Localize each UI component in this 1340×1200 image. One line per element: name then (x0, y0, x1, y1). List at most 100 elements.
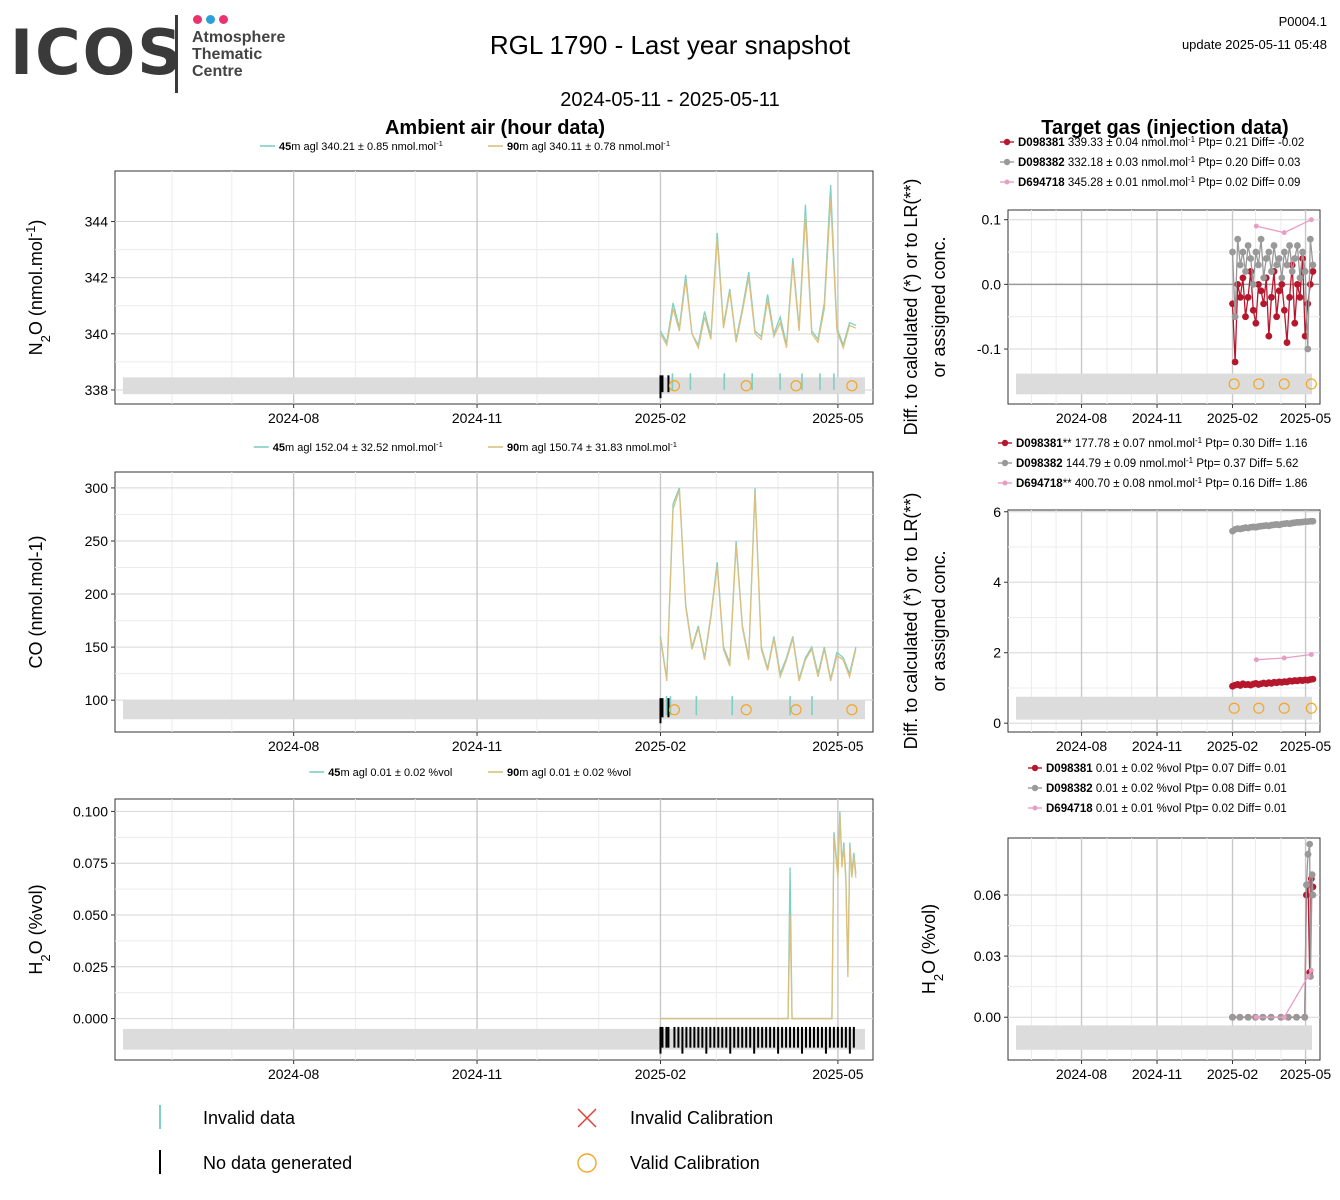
co-ambient-flag-band (123, 700, 865, 720)
n2o-target-ytick-label: 0.0 (982, 276, 1002, 292)
logo-dot-2 (206, 15, 215, 24)
co-ambient-valid-cal-mark (846, 704, 858, 716)
co-target-xtick-label: 2025-02 (1207, 738, 1259, 754)
n2o-target-point-D098382 (1273, 261, 1281, 269)
n2o-target-point-D098381 (1236, 293, 1244, 301)
logo-dot-3 (219, 15, 228, 24)
n2o-target-series-D098382 (1231, 239, 1314, 350)
n2o-target-legend-label-D098381: D098381 339.33 ± 0.04 nmol.mol-1 Ptp= 0.… (1018, 135, 1304, 150)
co-ambient-ytick-label: 300 (85, 480, 109, 496)
n2o-ambient-panel (114, 170, 874, 405)
h2o-target-point-D098382 (1293, 1013, 1300, 1021)
co-ambient-panel (114, 471, 874, 733)
n2o-target-point-D098381 (1281, 306, 1288, 314)
n2o-target-xtick-label: 2025-05 (1280, 410, 1332, 426)
co-target-legend-dot-D098381 (1001, 439, 1009, 447)
n2o-target-point-D098382 (1247, 255, 1255, 262)
n2o-target-point-D098382 (1283, 261, 1291, 269)
n2o-target-point-D694718 (1281, 230, 1287, 236)
n2o-target-xtick-label: 2024-11 (1132, 410, 1183, 426)
h2o-target-legend-label-D694718: D694718 0.01 ± 0.01 %vol Ptp= 0.02 Diff=… (1046, 803, 1287, 815)
co-target-point-D098382 (1309, 517, 1317, 525)
co-target-legend-label-D098382: D098382 144.79 ± 0.09 nmol.mol-1 Ptp= 0.… (1016, 456, 1298, 471)
n2o-target-point-D098381 (1306, 280, 1314, 288)
n2o-target-point-D098381 (1296, 293, 1304, 301)
h2o-target-xtick-label: 2025-05 (1280, 1066, 1332, 1082)
h2o-target-legend-label-D098381: D098381 0.01 ± 0.02 %vol Ptp= 0.07 Diff=… (1046, 763, 1287, 775)
n2o-target-ytick-label: 0.1 (982, 212, 1002, 228)
h2o-ambient-legend-label-90: 90m agl 0.01 ± 0.02 %vol (507, 767, 631, 779)
co-target-valid-cal-mark (1253, 702, 1265, 714)
n2o-ambient-ytick-label: 342 (85, 270, 109, 286)
h2o-ambient-xtick-label: 2025-02 (635, 1066, 687, 1082)
n2o-ambient-ytick-label: 338 (85, 382, 109, 398)
co-target-ylabel-2: or assigned conc. (929, 550, 949, 691)
n2o-ambient-valid-cal-mark (790, 380, 802, 392)
n2o-ambient-valid-cal-mark (846, 380, 858, 392)
h2o-ambient-xtick-label: 2024-11 (452, 1066, 503, 1082)
co-ambient-xtick-label: 2025-02 (635, 738, 687, 754)
n2o-ambient-valid-cal-mark (740, 380, 752, 392)
n2o-target-point-D694718 (1308, 217, 1314, 223)
valid-cal-icon (577, 1153, 597, 1173)
n2o-target-point-D098381 (1257, 287, 1265, 295)
co-target-ytick-label: 0 (993, 715, 1001, 731)
no-data-icon (159, 1150, 161, 1174)
n2o-ambient-ytick-label: 344 (85, 214, 109, 230)
n2o-target-point-D098381 (1304, 300, 1312, 308)
h2o-ambient-ytick-label: 0.100 (73, 803, 108, 819)
n2o-target-point-D098382 (1288, 268, 1296, 275)
n2o-ambient-ytick-label: 340 (85, 326, 109, 342)
page-title: RGL 1790 - Last year snapshot (489, 30, 851, 60)
n2o-target-point-D098382 (1268, 268, 1275, 275)
co-ambient-ytick-label: 250 (85, 533, 109, 549)
h2o-target-point-D098382 (1244, 1013, 1252, 1021)
n2o-target-point-D098381 (1309, 268, 1317, 275)
product-code: P0004.1 (1278, 14, 1327, 29)
n2o-target-ylabel-1: Diff. to calculated (*) or to LR(**) (901, 179, 921, 436)
co-ambient-xtick-label: 2025-05 (812, 738, 864, 754)
n2o-target-point-D098382 (1299, 248, 1306, 256)
n2o-target-point-D098382 (1260, 274, 1268, 282)
n2o-target-flag-band (1016, 373, 1312, 395)
co-target-flag-band (1016, 696, 1312, 720)
co-ambient-ytick-label: 150 (85, 639, 109, 655)
n2o-ambient-xtick-label: 2024-11 (452, 410, 503, 426)
n2o-ambient-xtick-label: 2025-02 (635, 410, 687, 426)
h2o-target-point-D694718 (1308, 967, 1314, 973)
n2o-target-point-D098381 (1268, 293, 1275, 301)
h2o-target-point-D098382 (1309, 891, 1317, 899)
n2o-target-point-D098382 (1301, 268, 1309, 275)
invalid-data-icon (159, 1105, 161, 1129)
n2o-target-ytick-label: -0.1 (977, 341, 1001, 357)
h2o-target-ytick-label: 0.06 (974, 887, 1001, 903)
n2o-target-point-D098381 (1293, 280, 1301, 288)
n2o-target-point-D098381 (1234, 280, 1242, 288)
h2o-ambient-legend-label-45: 45m agl 0.01 ± 0.02 %vol (328, 767, 452, 779)
n2o-target-point-D098382 (1309, 261, 1317, 269)
n2o-target-legend-dot-D694718 (1004, 179, 1010, 185)
n2o-ambient-ylabel: N2O (nmol.mol-1) (23, 220, 53, 356)
n2o-target-point-D098382 (1270, 242, 1278, 249)
n2o-target-point-D098382 (1236, 261, 1244, 269)
n2o-target-point-D098381 (1283, 339, 1291, 346)
n2o-target-point-D098382 (1257, 235, 1265, 243)
date-range: 2024-05-11 - 2025-05-11 (560, 89, 780, 111)
n2o-ambient-legend-label-90: 90m agl 340.11 ± 0.78 nmol.mol-1 (507, 139, 670, 154)
n2o-target-xtick-label: 2025-02 (1207, 410, 1259, 426)
h2o-ambient-ytick-label: 0.050 (73, 907, 108, 923)
co-target-xtick-label: 2024-08 (1056, 738, 1108, 754)
h2o-ambient-ytick-label: 0.025 (73, 959, 108, 975)
n2o-target-point-D098382 (1252, 248, 1260, 256)
h2o-target-point-D694718 (1305, 973, 1311, 979)
co-ambient-valid-cal-mark (740, 704, 752, 716)
h2o-target-point-D098382 (1301, 1013, 1309, 1021)
h2o-target-point-D098382 (1306, 840, 1314, 848)
update-timestamp: update 2025-05-11 05:48 (1181, 37, 1327, 52)
n2o-target-legend-label-D098382: D098382 332.18 ± 0.03 nmol.mol-1 Ptp= 0.… (1018, 155, 1300, 170)
n2o-target-point-D098381 (1252, 319, 1260, 327)
n2o-target-ylabel-2: or assigned conc. (929, 236, 949, 377)
co-target-valid-cal-mark (1278, 702, 1290, 714)
n2o-ambient-series-90m (659, 199, 857, 350)
